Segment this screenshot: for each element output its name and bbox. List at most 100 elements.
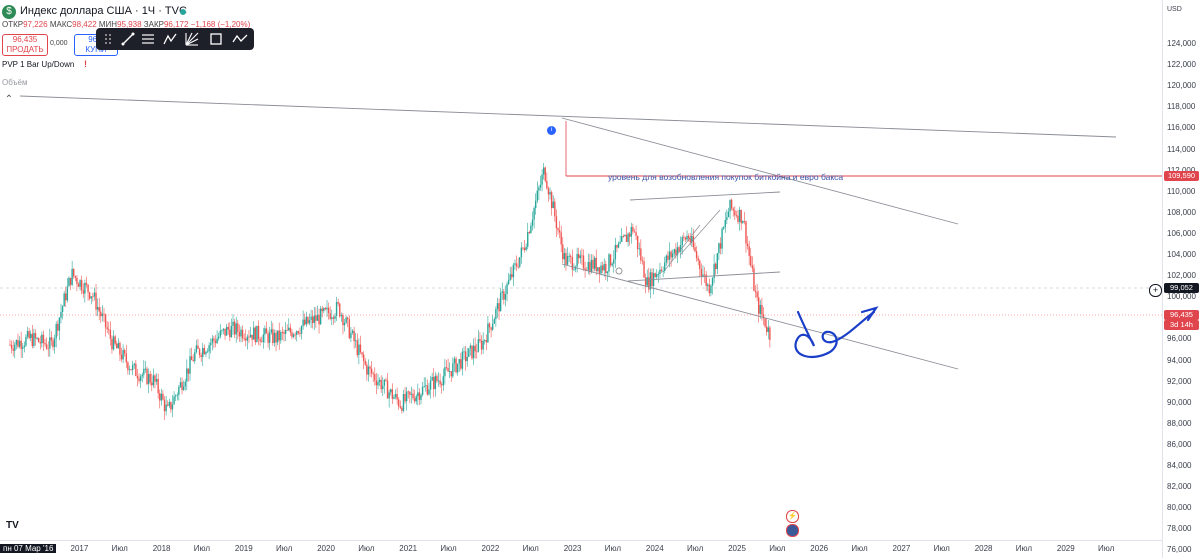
candle-body — [605, 263, 607, 274]
candle-body — [716, 253, 719, 270]
candle-body — [762, 314, 765, 319]
symbol-title[interactable]: Индекс доллара США · 1Ч · TVC — [20, 5, 187, 17]
candle-body — [758, 297, 760, 314]
collapse-chevron-up-icon[interactable]: ⌃ — [4, 94, 14, 105]
pattern-icon[interactable] — [162, 31, 178, 47]
candle-body — [601, 265, 604, 271]
candle-body — [318, 314, 320, 325]
candle-body — [194, 352, 196, 362]
candle-body — [37, 338, 40, 343]
candle-body — [511, 274, 513, 278]
fib-retracement-icon[interactable] — [140, 31, 156, 47]
event-marker-icon[interactable]: i — [547, 126, 556, 135]
price-axis[interactable]: USD 124,000 122,000 120,000 118,000 116,000 1… — [1162, 0, 1200, 558]
candle-body — [466, 356, 468, 362]
candle-body — [283, 332, 285, 334]
candle-body — [640, 248, 642, 261]
price-tick-label: 84,000 — [1167, 461, 1192, 470]
candle-body — [329, 313, 331, 319]
candle-body — [730, 199, 733, 209]
time-tick-label: Июл — [440, 544, 457, 553]
candle-body — [108, 329, 110, 331]
candle-body — [476, 351, 478, 353]
lightning-event-icon[interactable]: ⚡ — [786, 510, 799, 523]
candle-body — [628, 233, 631, 237]
candle-body — [679, 245, 682, 252]
candle-body — [517, 266, 519, 268]
rectangle-icon[interactable] — [208, 31, 224, 47]
candle-body — [683, 237, 685, 238]
candle-body — [362, 354, 365, 361]
candle-body — [450, 371, 452, 377]
candle-body — [186, 368, 188, 382]
candle-body — [95, 292, 97, 310]
candle-body — [382, 385, 384, 390]
tradingview-logo-icon[interactable]: TV — [6, 520, 19, 531]
candle-body — [765, 326, 768, 332]
pvp-indicator-label[interactable]: PVP 1 Bar Up/Down — [2, 60, 75, 69]
candle-body — [20, 340, 22, 349]
us-flag-event-icon[interactable] — [786, 524, 799, 537]
drag-handle-icon[interactable] — [100, 31, 116, 47]
candle-body — [718, 243, 720, 254]
buy-price: 96,4 — [75, 35, 117, 45]
candle-body — [431, 377, 433, 381]
candle-body — [627, 233, 629, 243]
candle-body — [342, 315, 344, 326]
candle-body — [85, 282, 88, 285]
candle-body — [119, 343, 121, 355]
path-icon[interactable] — [232, 31, 248, 47]
trend-line-icon[interactable] — [120, 31, 136, 47]
time-tick-label: Июл — [1098, 544, 1115, 553]
candle-body — [141, 374, 143, 377]
last-price-tag: 96,435 — [1164, 310, 1199, 320]
candle-body — [472, 345, 475, 359]
candle-body — [139, 376, 142, 381]
candle-body — [584, 268, 586, 270]
candle-body — [112, 336, 115, 350]
candle-body — [374, 374, 376, 381]
candle-body — [558, 230, 561, 233]
candle-body — [579, 255, 582, 259]
candle-body — [219, 330, 221, 337]
candle-body — [103, 313, 105, 315]
candle-body — [429, 380, 432, 390]
candle-body — [463, 351, 465, 353]
candle-body — [337, 302, 339, 304]
candle-body — [217, 336, 220, 339]
price-tick-label: 76,000 — [1167, 545, 1192, 555]
chart-pane[interactable] — [0, 0, 1162, 540]
candle-body — [210, 343, 212, 346]
price-chart[interactable] — [0, 0, 1162, 540]
sell-button[interactable]: 96,435 ПРОДАТЬ — [2, 34, 48, 56]
gann-icon[interactable] — [184, 31, 200, 47]
candle-body — [420, 394, 422, 400]
currency-label[interactable]: USD — [1167, 6, 1182, 13]
warning-icon[interactable]: ! — [84, 59, 87, 69]
candle-body — [302, 319, 304, 326]
time-tick-label: 2026 — [810, 544, 829, 553]
candle-body — [375, 380, 378, 386]
candle-body — [179, 382, 182, 388]
candle-body — [61, 306, 64, 312]
annotation-text[interactable]: уровень для возобновления покупок биткой… — [608, 172, 844, 182]
candle-body — [174, 395, 177, 397]
candle-body — [232, 321, 234, 326]
candle-body — [23, 345, 26, 348]
candle-body — [565, 253, 567, 265]
time-tick-label: Июл — [522, 544, 539, 553]
candle-body — [276, 330, 279, 343]
volume-indicator-label[interactable]: Объём — [2, 78, 28, 87]
candle-body — [748, 246, 750, 256]
candle-body — [453, 358, 456, 364]
candle-body — [686, 235, 688, 240]
candle-body — [364, 360, 366, 365]
time-tick-label: 2025 — [728, 544, 746, 553]
candle-body — [275, 332, 277, 343]
candle-body — [407, 391, 409, 393]
time-axis[interactable]: пн 07 Мар '16 2017 Июл 2018 Июл 2019 Июл 2020 И… — [0, 540, 1162, 559]
candle-body — [643, 261, 645, 278]
candle-body — [109, 329, 112, 339]
candle-body — [659, 269, 661, 274]
add-alert-plus-icon[interactable]: + — [1149, 284, 1162, 297]
